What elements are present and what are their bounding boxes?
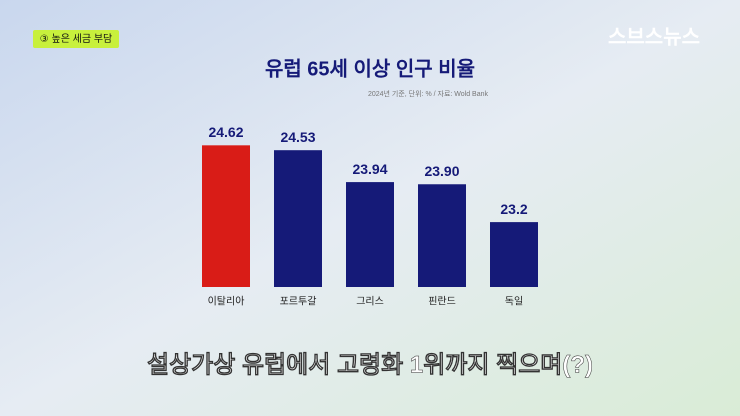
bar bbox=[490, 222, 538, 287]
value-label: 24.62 bbox=[208, 124, 243, 140]
value-label: 24.53 bbox=[280, 129, 315, 145]
bar bbox=[274, 150, 322, 287]
x-tick-label: 독일 bbox=[505, 296, 523, 308]
badge-box bbox=[33, 30, 119, 48]
x-tick-label: 이탈리아 bbox=[208, 295, 245, 308]
bar bbox=[346, 182, 394, 287]
caption: 설상가상 유럽에서 고령화 1위까지 찍으며(?) bbox=[147, 351, 593, 378]
x-tick-label: 그리스 bbox=[356, 296, 384, 308]
x-tick-label: 핀란드 bbox=[428, 296, 456, 308]
logo: 스브스뉴스 bbox=[608, 26, 700, 48]
bar bbox=[202, 145, 250, 287]
x-tick-label: 포르투갈 bbox=[280, 295, 317, 308]
value-label: 23.90 bbox=[424, 163, 459, 179]
badge: ③ 높은 세금 부담 bbox=[40, 33, 113, 45]
bar bbox=[418, 184, 466, 287]
value-label: 23.2 bbox=[500, 201, 527, 217]
value-label: 23.94 bbox=[352, 161, 387, 177]
chart-title: 유럽 65세 이상 인구 비율 bbox=[265, 57, 475, 80]
chart-subtitle: 2024년 기준, 단위: % / 자료: Wold Bank bbox=[368, 89, 489, 98]
